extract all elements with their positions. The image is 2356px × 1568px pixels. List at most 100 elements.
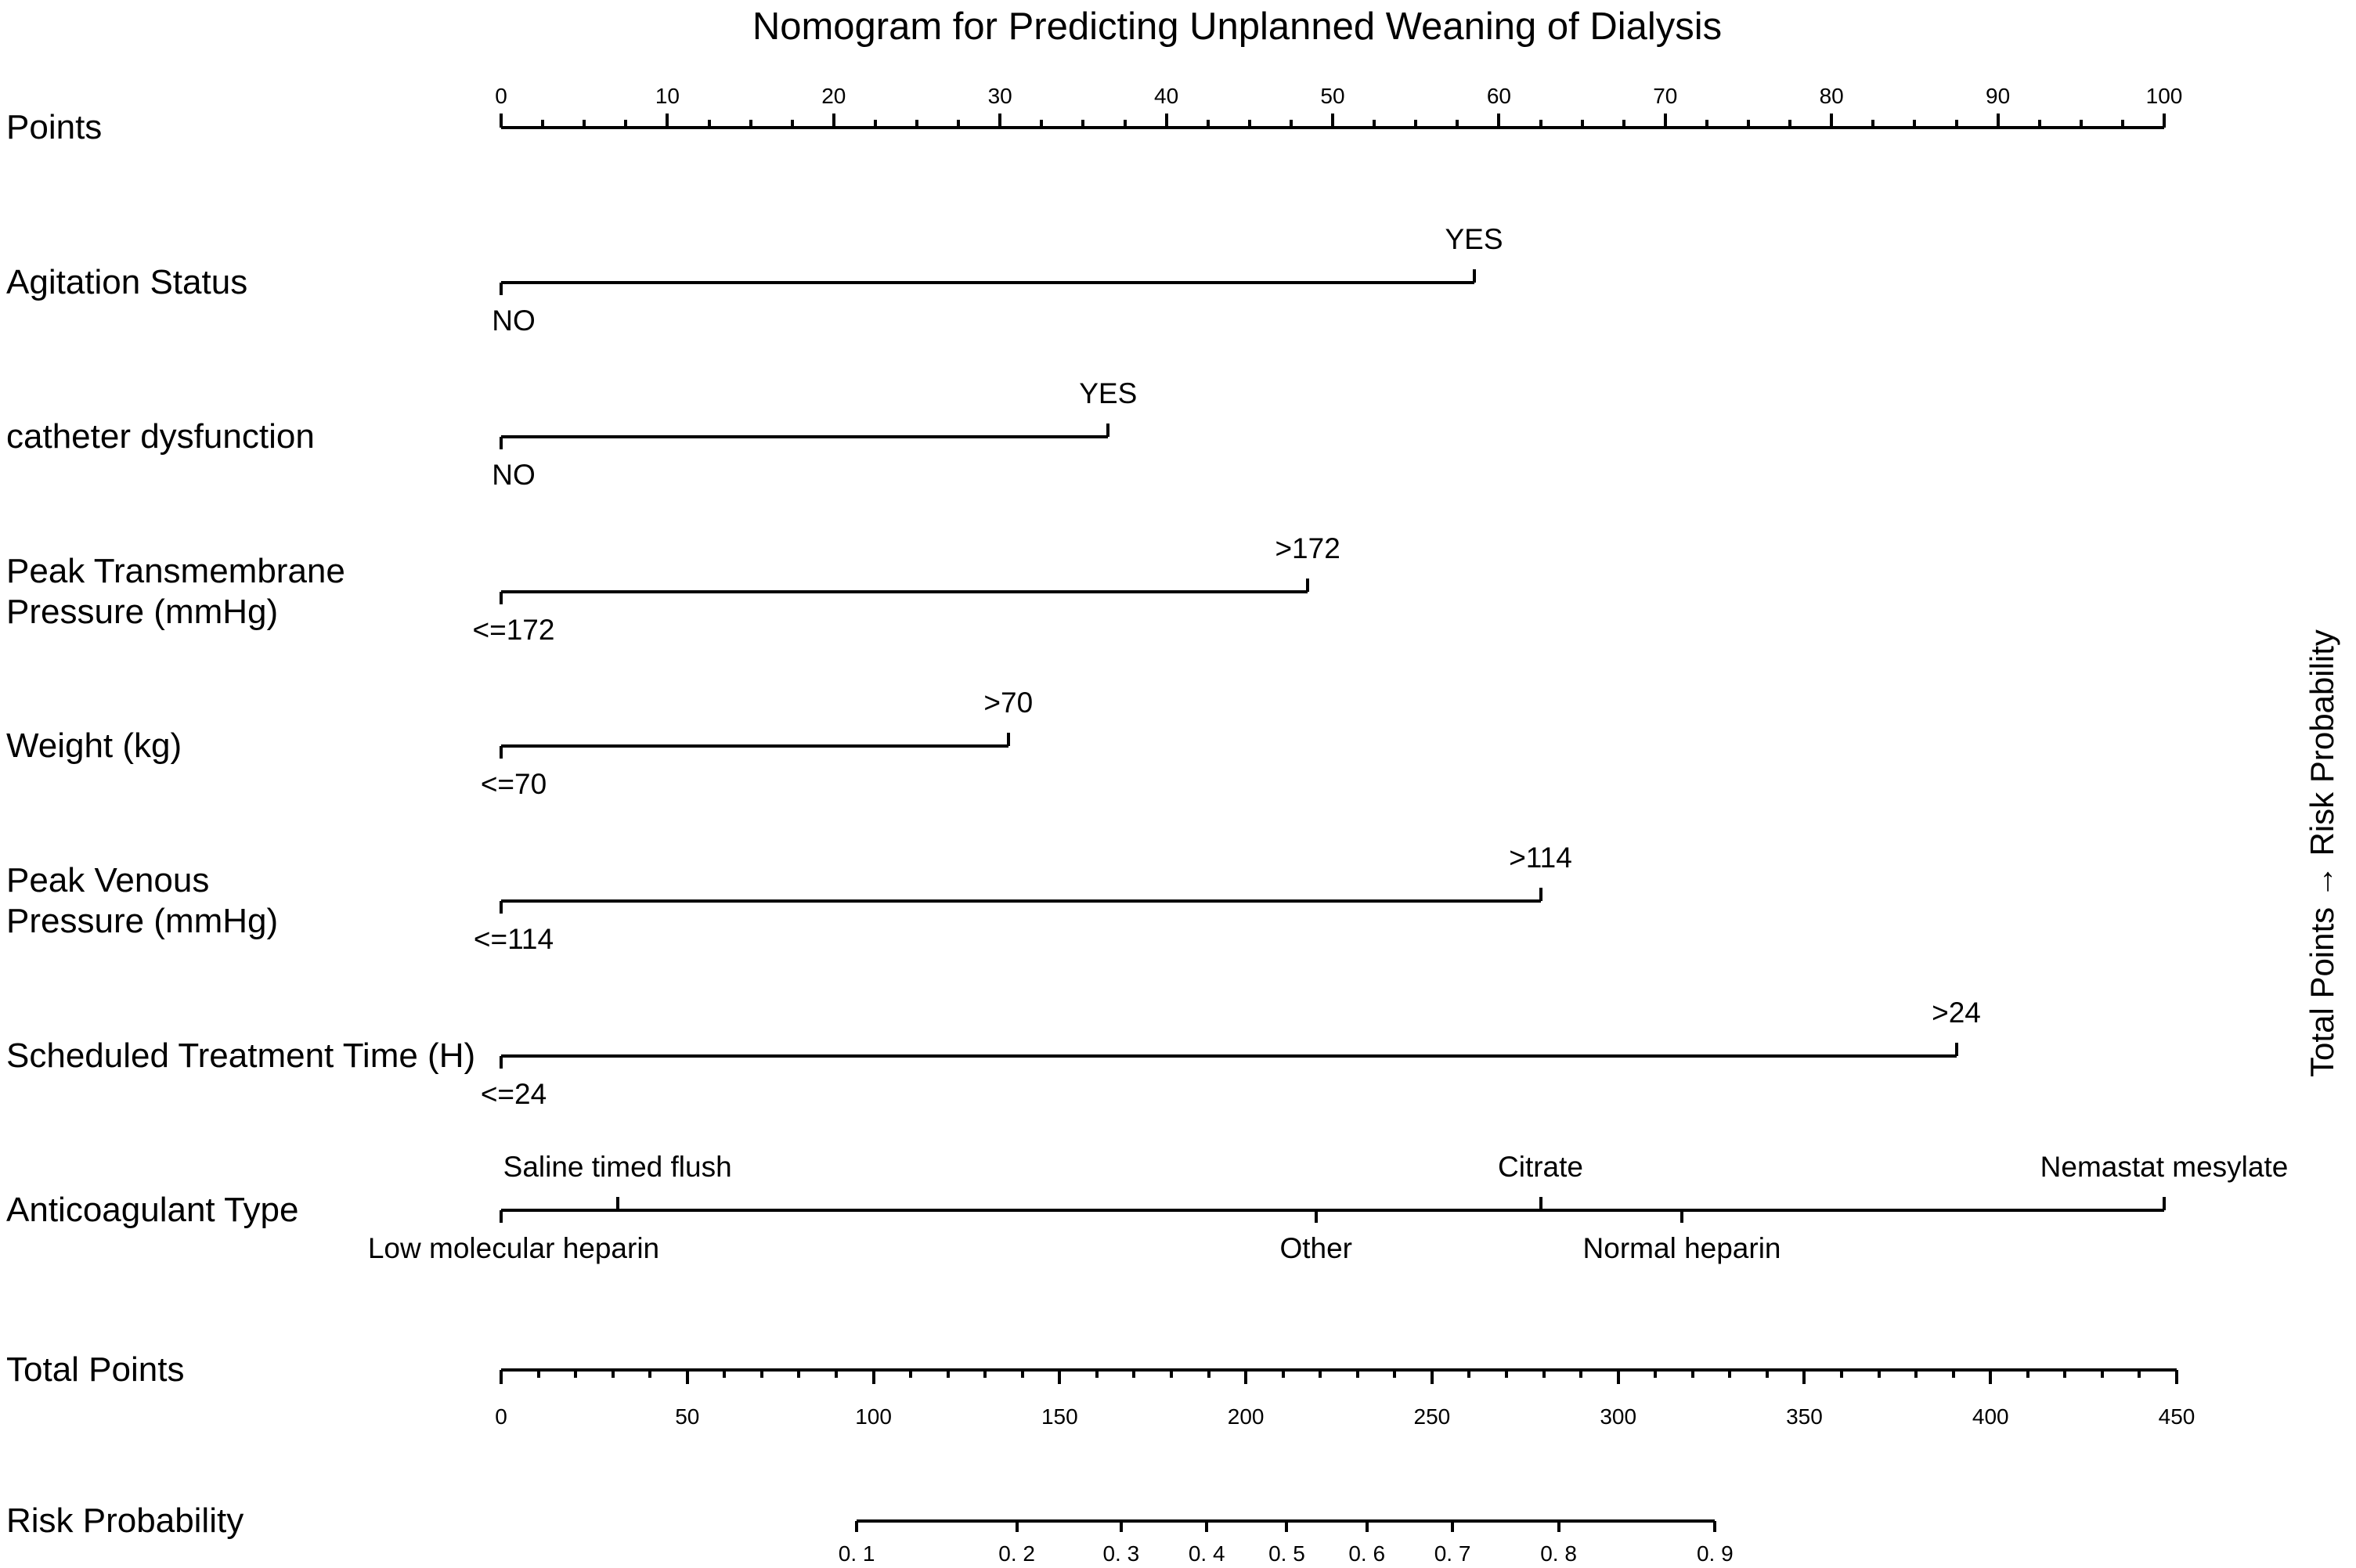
row-label-scheduled-treatment-time-h: Scheduled Treatment Time (H)	[6, 1036, 476, 1075]
points-minor-tick	[2120, 120, 2124, 128]
total-tick-label: 200	[1227, 1404, 1265, 1429]
tick-nemastat-mesylate	[2163, 1197, 2166, 1210]
total-major-tick	[1244, 1370, 1248, 1384]
risk-tick	[1557, 1521, 1560, 1532]
points-minor-tick	[707, 120, 711, 128]
tick-114	[1539, 888, 1542, 901]
total-minor-tick	[611, 1370, 615, 1378]
points-major-tick	[1497, 114, 1501, 128]
points-major-tick	[1663, 114, 1667, 128]
total-minor-tick	[1095, 1370, 1099, 1378]
points-minor-tick	[541, 120, 545, 128]
total-points-axis-line	[501, 1368, 2177, 1372]
points-tick-label: 40	[1154, 84, 1179, 108]
points-minor-tick	[915, 120, 918, 128]
row-line-anticoagulant-type	[501, 1209, 2164, 1212]
points-minor-tick	[1954, 120, 1958, 128]
points-tick-label: 10	[655, 84, 680, 108]
points-minor-tick	[1247, 120, 1251, 128]
tick-yes	[1472, 269, 1476, 283]
points-minor-tick	[1373, 120, 1376, 128]
points-minor-tick	[1747, 120, 1750, 128]
right-axis-rotated-label: Total Points → Risk Probability	[2304, 629, 2340, 1077]
total-minor-tick	[2138, 1370, 2141, 1378]
tick-normal-heparin	[1680, 1210, 1684, 1223]
points-minor-tick	[1871, 120, 1875, 128]
total-minor-tick	[574, 1370, 578, 1378]
total-minor-tick	[2026, 1370, 2029, 1378]
total-minor-tick	[1170, 1370, 1173, 1378]
points-tick-label: 100	[2145, 84, 2183, 108]
points-major-tick	[1830, 114, 1834, 128]
risk-tick	[1285, 1521, 1289, 1532]
total-minor-tick	[1877, 1370, 1881, 1378]
total-major-tick	[1989, 1370, 1993, 1384]
points-minor-tick	[1081, 120, 1085, 128]
total-minor-tick	[909, 1370, 913, 1378]
points-major-tick	[1331, 114, 1334, 128]
total-minor-tick	[1467, 1370, 1471, 1378]
value-label-114: >114	[1509, 842, 1572, 874]
tick-172	[1306, 579, 1310, 592]
row-line-peak-venous-pressure-mmhg	[501, 899, 1541, 903]
total-minor-tick	[1355, 1370, 1359, 1378]
total-tick-label: 100	[855, 1404, 892, 1429]
value-label-nemastat-mesylate: Nemastat mesylate	[2040, 1151, 2289, 1183]
total-major-tick	[871, 1370, 875, 1384]
points-major-tick	[1996, 114, 2000, 128]
total-minor-tick	[2063, 1370, 2067, 1378]
points-minor-tick	[1040, 120, 1044, 128]
tick-saline-timed-flush	[615, 1197, 619, 1210]
value-label-citrate: Citrate	[1498, 1151, 1583, 1183]
points-minor-tick	[790, 120, 794, 128]
row-label-weight-kg: Weight (kg)	[6, 726, 182, 765]
risk-tick	[1451, 1521, 1455, 1532]
total-minor-tick	[759, 1370, 763, 1378]
total-minor-tick	[536, 1370, 540, 1378]
risk-tick-label: 0. 2	[998, 1541, 1035, 1566]
points-minor-tick	[624, 120, 628, 128]
points-tick-label: 90	[1986, 84, 2011, 108]
risk-tick-label: 0. 5	[1268, 1541, 1305, 1566]
total-minor-tick	[1542, 1370, 1546, 1378]
value-label-172: >172	[1275, 532, 1340, 564]
total-major-tick	[500, 1370, 503, 1384]
value-label-yes: YES	[1445, 223, 1503, 255]
row-label-total-points: Total Points	[6, 1350, 185, 1389]
tick-24	[500, 1056, 503, 1069]
points-minor-tick	[1123, 120, 1127, 128]
value-label-24: <=24	[480, 1078, 547, 1110]
row-label-risk-probability: Risk Probability	[6, 1501, 244, 1540]
total-major-tick	[2175, 1370, 2179, 1384]
tick-114	[500, 901, 503, 914]
points-tick-label: 0	[495, 84, 507, 108]
tick-70	[500, 746, 503, 759]
points-major-tick	[1164, 114, 1168, 128]
total-minor-tick	[723, 1370, 727, 1378]
points-minor-tick	[2079, 120, 2083, 128]
value-label-other: Other	[1279, 1232, 1353, 1264]
total-tick-label: 150	[1041, 1404, 1078, 1429]
tick-24	[1954, 1043, 1958, 1056]
points-major-tick	[500, 114, 503, 128]
points-tick-label: 20	[821, 84, 846, 108]
value-label-no: NO	[492, 305, 536, 337]
total-tick-label: 350	[1786, 1404, 1823, 1429]
row-line-scheduled-treatment-time-h	[501, 1054, 1957, 1058]
points-minor-tick	[1788, 120, 1792, 128]
total-major-tick	[1430, 1370, 1434, 1384]
value-label-no: NO	[492, 459, 536, 491]
points-major-tick	[832, 114, 835, 128]
points-tick-label: 70	[1653, 84, 1678, 108]
value-label-70: <=70	[480, 768, 547, 800]
risk-tick	[1119, 1521, 1123, 1532]
points-major-tick	[666, 114, 669, 128]
points-minor-tick	[1289, 120, 1293, 128]
points-tick-label: 50	[1320, 84, 1345, 108]
total-minor-tick	[648, 1370, 652, 1378]
risk-tick-label: 0. 4	[1188, 1541, 1225, 1566]
total-tick-label: 250	[1413, 1404, 1451, 1429]
points-minor-tick	[1456, 120, 1459, 128]
tick-yes	[1106, 424, 1110, 437]
row-label-peak-venous: Peak Venous Pressure (mmHg)	[6, 861, 279, 940]
